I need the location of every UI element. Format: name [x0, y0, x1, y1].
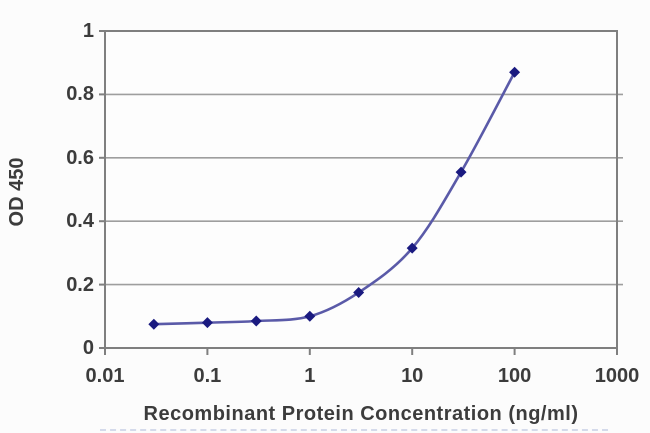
x-tick-label: 1000	[594, 365, 640, 387]
y-tick-label: 0.6	[66, 146, 94, 169]
data-point-marker	[455, 166, 467, 178]
plot-background	[105, 31, 617, 348]
jpeg-artifact-dashed-line	[100, 429, 608, 431]
x-tick-label: 100	[497, 365, 532, 387]
data-point-marker	[250, 315, 262, 327]
x-tick-label: 10	[401, 365, 424, 387]
plot-border	[104, 30, 618, 349]
data-point-marker	[509, 66, 521, 78]
y-tick-label: 0.2	[66, 273, 94, 296]
data-point-marker	[148, 318, 160, 330]
data-point-marker	[353, 287, 365, 299]
y-tick-label: 1	[82, 20, 94, 42]
y-tick-label: 0.4	[66, 210, 94, 233]
data-point-marker	[304, 310, 316, 322]
x-tick-label: 0.01	[85, 365, 125, 387]
x-tick-label: 0.1	[193, 365, 222, 387]
y-tick-label: 0.8	[66, 83, 94, 106]
x-tick-label: 1	[304, 365, 316, 387]
data-point-marker	[201, 317, 213, 329]
data-point-marker	[406, 242, 418, 254]
y-axis-title: OD 450	[6, 157, 28, 227]
x-axis-title: Recombinant Protein Concentration (ng/ml…	[143, 403, 579, 425]
y-tick-label: 0	[82, 337, 94, 359]
